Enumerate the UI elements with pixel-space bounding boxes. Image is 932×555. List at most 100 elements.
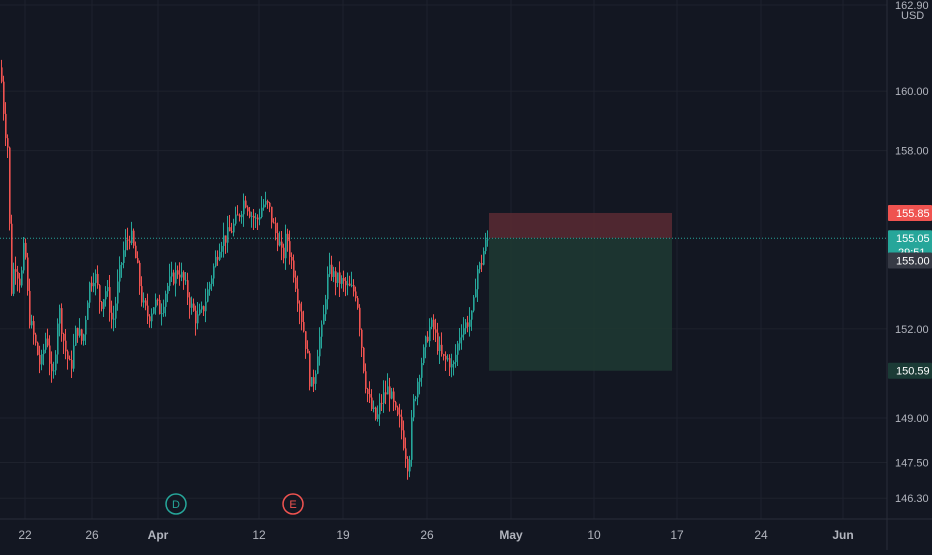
candle-down[interactable]: [381, 402, 383, 404]
candle-down[interactable]: [47, 338, 49, 346]
candle-up[interactable]: [255, 217, 257, 219]
candle-down[interactable]: [77, 327, 79, 336]
candle-up[interactable]: [259, 216, 261, 220]
candle-up[interactable]: [485, 239, 487, 252]
candle-down[interactable]: [359, 307, 361, 330]
candle-down[interactable]: [195, 310, 197, 324]
candle-down[interactable]: [353, 285, 355, 292]
candle-down[interactable]: [247, 207, 249, 212]
candle-up[interactable]: [233, 223, 235, 233]
candle-down[interactable]: [293, 260, 295, 278]
candle-up[interactable]: [59, 308, 61, 324]
candle-up[interactable]: [387, 386, 389, 395]
candle-up[interactable]: [457, 343, 459, 355]
candle-up[interactable]: [205, 301, 207, 312]
candle-up[interactable]: [325, 299, 327, 315]
candle-down[interactable]: [11, 223, 13, 294]
candle-up[interactable]: [181, 272, 183, 278]
candle-down[interactable]: [267, 200, 269, 203]
candle-up[interactable]: [175, 270, 177, 284]
candle-up[interactable]: [41, 354, 43, 365]
candle-down[interactable]: [257, 217, 259, 220]
take-profit-zone[interactable]: [489, 238, 672, 371]
candle-down[interactable]: [35, 334, 37, 343]
candle-up[interactable]: [483, 251, 485, 265]
candle-up[interactable]: [383, 392, 385, 404]
candle-up[interactable]: [83, 334, 85, 341]
candle-up[interactable]: [321, 324, 323, 337]
candle-down[interactable]: [9, 147, 11, 224]
candle-up[interactable]: [333, 271, 335, 277]
candle-up[interactable]: [351, 285, 353, 287]
candle-up[interactable]: [431, 319, 433, 327]
candle-down[interactable]: [179, 274, 181, 278]
candle-up[interactable]: [151, 313, 153, 322]
candle-up[interactable]: [227, 227, 229, 243]
candle-up[interactable]: [201, 306, 203, 310]
candle-down[interactable]: [37, 342, 39, 355]
candle-down[interactable]: [189, 297, 191, 308]
candle-down[interactable]: [65, 340, 67, 352]
candle-down[interactable]: [27, 257, 29, 291]
candle-up[interactable]: [167, 285, 169, 294]
candle-up[interactable]: [93, 282, 95, 287]
candle-down[interactable]: [139, 262, 141, 287]
candle-down[interactable]: [239, 214, 241, 218]
candle-down[interactable]: [375, 407, 377, 420]
candle-up[interactable]: [219, 251, 221, 260]
candle-down[interactable]: [363, 347, 365, 372]
candle-down[interactable]: [269, 202, 271, 207]
candle-up[interactable]: [341, 278, 343, 284]
candle-up[interactable]: [21, 270, 23, 286]
candle-down[interactable]: [467, 322, 469, 327]
candle-down[interactable]: [231, 231, 233, 233]
candle-down[interactable]: [283, 247, 285, 259]
candle-down[interactable]: [357, 298, 359, 308]
candle-down[interactable]: [427, 336, 429, 342]
candle-up[interactable]: [317, 356, 319, 374]
candle-down[interactable]: [99, 285, 101, 302]
candle-up[interactable]: [119, 264, 121, 282]
candle-down[interactable]: [307, 348, 309, 354]
candle-up[interactable]: [265, 200, 267, 205]
candle-up[interactable]: [197, 314, 199, 324]
candle-down[interactable]: [145, 300, 147, 306]
candle-up[interactable]: [87, 302, 89, 320]
candle-down[interactable]: [97, 273, 99, 286]
candle-down[interactable]: [355, 291, 357, 299]
candle-up[interactable]: [459, 337, 461, 344]
stop-loss-zone[interactable]: [489, 212, 672, 239]
candle-down[interactable]: [157, 299, 159, 301]
candle-up[interactable]: [411, 417, 413, 460]
candle-down[interactable]: [401, 416, 403, 431]
candle-down[interactable]: [61, 308, 63, 334]
candle-up[interactable]: [31, 321, 33, 326]
candle-up[interactable]: [311, 377, 313, 387]
candle-down[interactable]: [303, 321, 305, 332]
candle-up[interactable]: [465, 322, 467, 329]
candle-down[interactable]: [69, 359, 71, 361]
candle-down[interactable]: [149, 316, 151, 322]
candle-down[interactable]: [297, 288, 299, 304]
candle-up[interactable]: [425, 336, 427, 348]
candle-down[interactable]: [159, 300, 161, 315]
candle-down[interactable]: [229, 227, 231, 232]
candle-up[interactable]: [13, 269, 15, 294]
candle-down[interactable]: [15, 269, 17, 272]
candle-down[interactable]: [281, 241, 283, 248]
candle-down[interactable]: [25, 242, 27, 258]
candle-up[interactable]: [473, 297, 475, 311]
candle-down[interactable]: [275, 223, 277, 234]
candle-up[interactable]: [199, 309, 201, 315]
candle-up[interactable]: [413, 398, 415, 418]
candle-up[interactable]: [279, 241, 281, 246]
candle-down[interactable]: [183, 272, 185, 281]
candle-down[interactable]: [385, 392, 387, 395]
candle-up[interactable]: [211, 278, 213, 284]
candle-down[interactable]: [193, 303, 195, 311]
candle-down[interactable]: [177, 270, 179, 275]
candle-up[interactable]: [105, 291, 107, 300]
candle-up[interactable]: [143, 300, 145, 303]
candle-up[interactable]: [471, 310, 473, 320]
